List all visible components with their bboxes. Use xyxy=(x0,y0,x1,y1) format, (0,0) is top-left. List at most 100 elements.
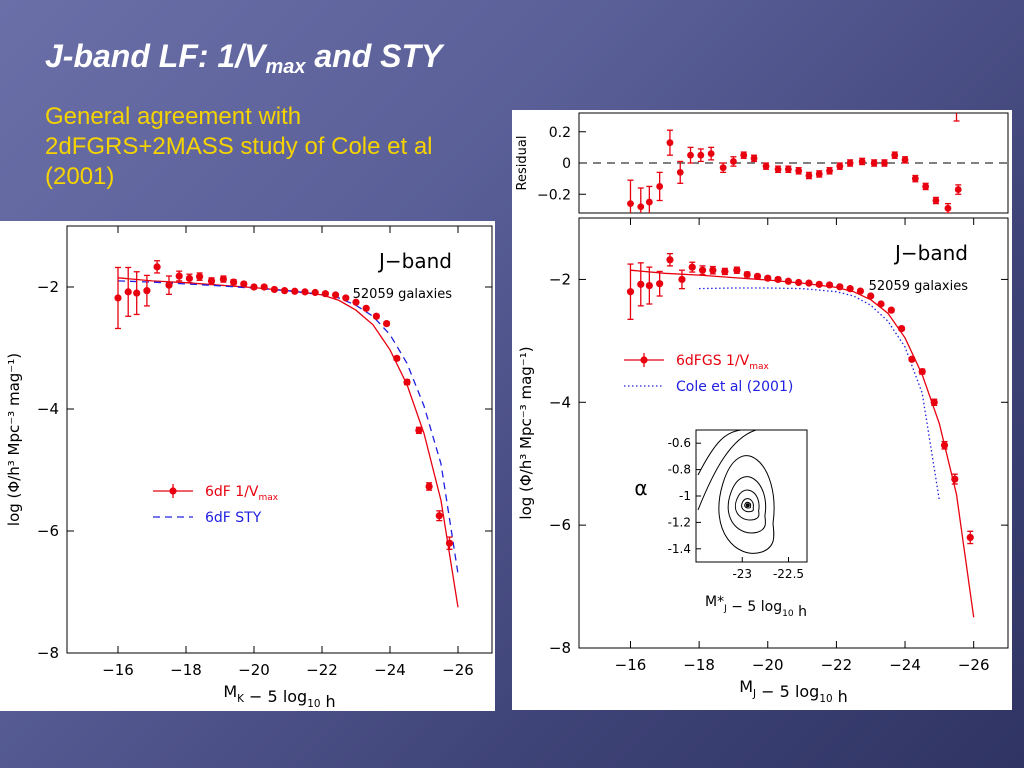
data-point xyxy=(922,183,930,190)
inset-plot: -23 -22.5 -0.6 -0.8 -1 -1.2 -1.4 α M*J − 5 log10… xyxy=(634,429,808,620)
data-point xyxy=(815,280,823,288)
data-point xyxy=(887,306,895,314)
data-point xyxy=(250,283,258,291)
data-point xyxy=(932,197,940,204)
data-point xyxy=(165,281,173,289)
data-point xyxy=(114,294,122,302)
data-point xyxy=(774,165,782,173)
data-point xyxy=(362,304,370,312)
band-label: J−band xyxy=(377,249,452,273)
x-tick-label: −24 xyxy=(374,661,406,679)
data-point xyxy=(911,175,919,183)
data-point xyxy=(815,170,823,178)
data-point xyxy=(944,204,952,212)
data-point xyxy=(940,441,949,449)
data-point xyxy=(774,275,782,284)
x-tick-label: −18 xyxy=(170,661,202,679)
data-point xyxy=(877,300,885,308)
inset-frame xyxy=(695,429,808,563)
data-point xyxy=(143,287,151,295)
plot-frame xyxy=(578,217,1009,649)
x-tick-label: −22 xyxy=(821,656,853,674)
fit-line xyxy=(117,277,459,608)
data-point xyxy=(733,266,741,274)
data-point xyxy=(175,272,183,280)
data-point xyxy=(930,398,938,406)
data-point xyxy=(784,165,792,173)
x-tick-label: −16 xyxy=(102,661,134,679)
residual-area xyxy=(627,113,962,213)
x-axis-label-xlabel_rest: − 5 log xyxy=(756,682,819,701)
data-point xyxy=(784,277,792,285)
data-point xyxy=(645,198,653,206)
data-point xyxy=(230,278,238,286)
data-point xyxy=(709,266,717,274)
x-axis-label-xlabel_rest: − 5 log xyxy=(244,687,307,706)
y-axis-label: log (Φ/h³ Mpc⁻³ mag⁻¹) xyxy=(517,346,535,519)
x-tick-label: −26 xyxy=(958,656,990,674)
x-axis-label-xlabel_main: M xyxy=(739,677,753,696)
data-point xyxy=(836,283,844,291)
x-tick-label: −24 xyxy=(889,656,921,674)
data-point xyxy=(645,281,653,290)
x-axis-label: M*J − 5 log10 h xyxy=(705,594,807,620)
likelihood-contour xyxy=(735,489,760,521)
data-point xyxy=(687,151,694,159)
y-tick-label: −4 xyxy=(37,400,59,418)
x-axis-label-xlabel_sub2: 10 xyxy=(819,693,832,705)
x-tick-label: −26 xyxy=(442,661,474,679)
left-lf-chart: −16 −18 −20 −22 −24 −26 −2 −4 −6 −8 J−band 52059 ga… xyxy=(5,225,493,711)
residual-y-axis-label: Residual xyxy=(515,136,530,191)
data-point xyxy=(332,291,340,299)
data-point xyxy=(207,277,216,285)
likelihood-contour xyxy=(744,501,752,509)
data-point xyxy=(383,320,391,328)
data-point xyxy=(805,172,813,179)
data-point xyxy=(881,159,888,167)
y-tick-label: −2 xyxy=(37,278,59,296)
inset-y-tick-label: -1.2 xyxy=(668,515,691,529)
data-point xyxy=(740,151,748,159)
legend-label-data: 6dFGS 1/Vmax xyxy=(676,353,770,372)
data-point xyxy=(795,278,803,287)
likelihood-contour xyxy=(741,498,754,513)
lf-plot: −16 −18 −20 −22 −24 −26 −2 −4 −6 −8 J−band 52059 ga… xyxy=(5,225,493,711)
data-point xyxy=(697,151,705,159)
legend-label-data-sub: max xyxy=(259,493,279,503)
data-point xyxy=(124,288,132,296)
galaxy-count-label: 52059 galaxies xyxy=(869,279,969,294)
data-point xyxy=(637,203,645,211)
x-tick-label: −18 xyxy=(683,656,715,674)
data-point xyxy=(219,275,227,283)
x-axis-label-xlabel_sub2: 10 xyxy=(782,609,794,619)
data-point xyxy=(901,156,909,164)
data-point xyxy=(676,168,684,176)
data-point xyxy=(403,378,411,386)
model-line xyxy=(117,280,459,574)
data-point xyxy=(908,355,916,363)
data-point xyxy=(753,272,762,280)
plot-frame xyxy=(66,225,493,654)
data-point xyxy=(445,539,454,547)
data-point xyxy=(867,292,875,300)
legend-label-model: Cole et al (2001) xyxy=(676,379,793,395)
inset-y-axis-label: α xyxy=(634,476,647,500)
title-main: J-band LF: 1/V xyxy=(45,38,266,74)
likelihood-contour xyxy=(727,476,767,534)
data-point xyxy=(435,512,443,520)
y-tick-label: −6 xyxy=(37,522,59,540)
x-axis-label-xlabel_main: M xyxy=(223,682,237,701)
data-point xyxy=(133,289,141,297)
x-axis-label-xlabel_main: M* xyxy=(705,594,724,610)
right-lf-chart: 0.2 0 −0.2 Residual −16 −18 −20 −22 −24 −26 −2 −4 −6… xyxy=(515,112,1009,706)
data-point xyxy=(846,285,854,293)
legend-label-data-sub: max xyxy=(749,362,769,372)
data-point xyxy=(311,288,319,297)
x-tick-label: −22 xyxy=(306,661,338,679)
data-point xyxy=(858,158,866,165)
data-point xyxy=(898,324,906,333)
likelihood-contour-outer xyxy=(697,430,742,476)
data-point xyxy=(301,288,309,296)
plot-area xyxy=(114,260,459,608)
x-tick-label: −20 xyxy=(238,661,270,679)
